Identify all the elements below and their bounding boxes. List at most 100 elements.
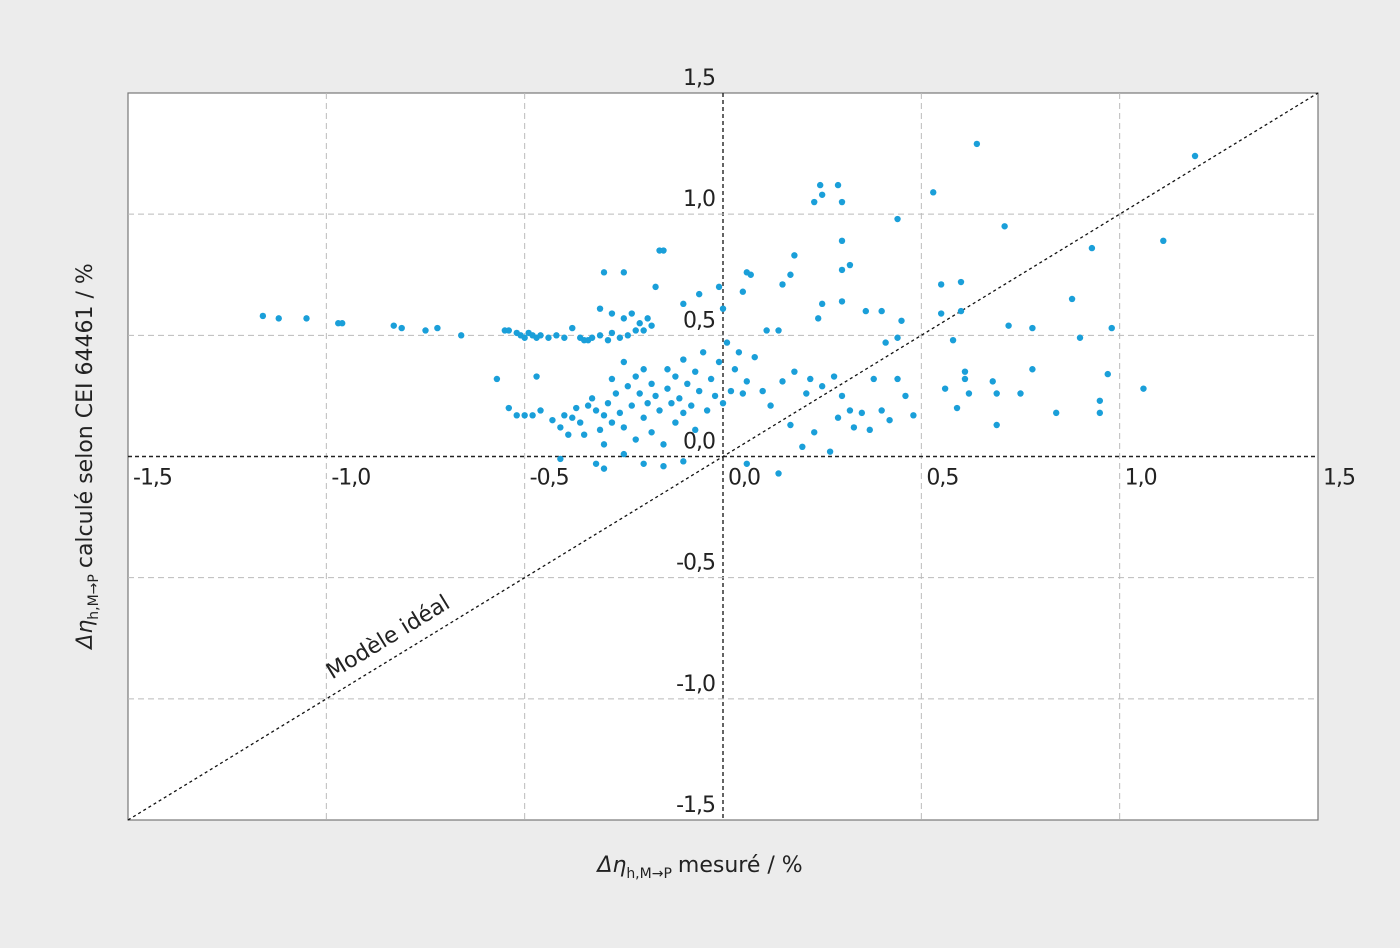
point <box>787 421 794 429</box>
point <box>838 198 846 206</box>
point <box>580 431 588 438</box>
x-tick-label: 1,0 <box>1125 466 1157 491</box>
point <box>747 271 754 278</box>
point <box>937 310 945 317</box>
point <box>993 390 1000 397</box>
point <box>886 416 893 424</box>
point <box>648 322 655 329</box>
y-label-symbol: Δη <box>73 620 98 651</box>
point <box>767 402 774 409</box>
point <box>993 421 1000 429</box>
point <box>858 409 866 417</box>
point <box>834 414 842 421</box>
point <box>1096 409 1104 417</box>
x-tick-label: 1,5 <box>1323 466 1355 491</box>
point <box>608 419 616 426</box>
point <box>640 414 647 421</box>
point <box>1108 324 1115 332</box>
point <box>608 375 616 383</box>
point <box>390 322 397 329</box>
point <box>557 424 564 431</box>
point <box>600 441 608 448</box>
point <box>838 392 846 400</box>
point <box>688 402 695 409</box>
point <box>846 407 854 414</box>
y-tick-label: 0,0 <box>683 430 715 455</box>
point <box>779 378 786 385</box>
point <box>878 307 885 315</box>
point <box>537 407 544 414</box>
point <box>703 407 711 414</box>
point <box>811 198 818 206</box>
x-tick-label: -0,5 <box>530 466 569 491</box>
point <box>965 390 973 397</box>
x-tick-label: 0,0 <box>728 466 760 491</box>
point <box>973 140 981 148</box>
point <box>763 327 770 334</box>
point <box>549 416 556 424</box>
x-label-symbol: Δη <box>595 853 626 878</box>
point <box>652 392 659 400</box>
point <box>815 315 822 322</box>
point <box>743 460 750 467</box>
point <box>553 332 560 339</box>
point <box>699 349 707 356</box>
y-axis-label: Δηh,M→P calculé selon CEI 64461 / % <box>73 263 102 650</box>
x-label-subscript: h,M→P <box>626 866 672 882</box>
point <box>648 429 655 436</box>
point <box>640 366 647 373</box>
point <box>1068 295 1076 303</box>
point <box>676 395 683 402</box>
point <box>680 300 687 308</box>
point <box>862 307 869 315</box>
point <box>838 266 846 274</box>
y-tick-label: 1,5 <box>683 66 715 91</box>
point <box>620 315 628 322</box>
point <box>640 327 647 334</box>
point <box>949 336 957 344</box>
point <box>743 378 750 385</box>
point <box>573 404 580 412</box>
point <box>1053 409 1060 417</box>
point <box>422 327 429 334</box>
point <box>989 378 996 385</box>
point <box>640 460 647 467</box>
y-tick-label: -0,5 <box>676 551 715 576</box>
point <box>878 407 885 414</box>
point <box>791 252 798 259</box>
y-label-text: calculé selon CEI 64461 / % <box>73 263 98 568</box>
point <box>1191 152 1199 160</box>
point <box>791 368 798 375</box>
point <box>1017 390 1024 397</box>
point <box>834 181 842 189</box>
point <box>620 358 628 366</box>
point <box>398 324 405 332</box>
point <box>569 324 576 332</box>
point <box>636 390 643 397</box>
point <box>910 412 917 419</box>
point <box>696 290 703 298</box>
point <box>799 443 806 451</box>
point <box>303 315 310 322</box>
point <box>628 310 635 317</box>
point <box>608 310 616 317</box>
point <box>811 429 818 436</box>
point <box>672 419 679 426</box>
point <box>818 191 826 198</box>
grid <box>127 92 1319 821</box>
point <box>533 373 540 380</box>
y-tick-label: -1,5 <box>676 793 715 818</box>
point <box>818 300 826 308</box>
point <box>846 261 854 269</box>
point <box>644 399 651 407</box>
point <box>600 269 608 276</box>
point <box>588 334 596 341</box>
point <box>1029 366 1036 373</box>
point <box>557 455 564 463</box>
point <box>930 189 937 196</box>
point <box>628 402 635 409</box>
point <box>715 283 723 291</box>
point <box>838 298 846 305</box>
point <box>1160 237 1167 245</box>
